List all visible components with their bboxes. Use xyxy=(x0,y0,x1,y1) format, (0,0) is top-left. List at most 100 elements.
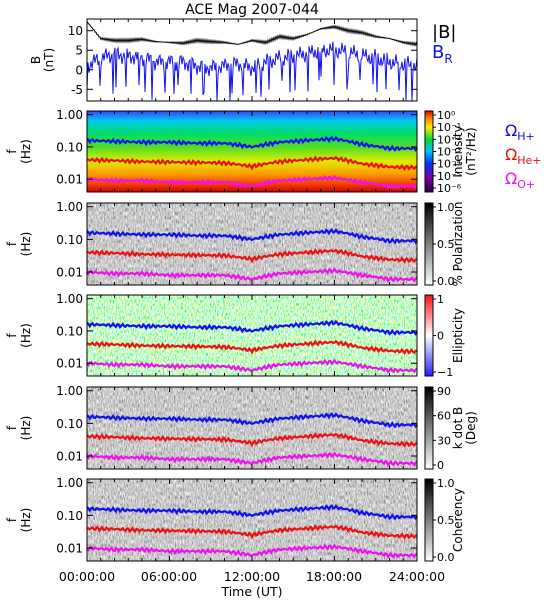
y-tick-label: 10 xyxy=(68,24,83,38)
y-tick-label: 5 xyxy=(75,44,83,58)
y-axis-label: (Hz) xyxy=(19,416,33,441)
panel-ellipticity: 1.00 0.10 0.01 f (Hz) 1 0 −1 Ellipticity xyxy=(5,292,465,379)
gyrofrequency-line-o xyxy=(86,267,418,283)
panel-intensity: 1.00 0.10 0.01 f (Hz) 10⁰10⁻¹10⁻²10⁻³10⁻⁴10⁻⁵… xyxy=(5,108,542,195)
y-tick-label: 0.01 xyxy=(56,357,83,371)
colorbar-tick-label: 10⁻⁴ xyxy=(437,158,462,171)
y-tick-label: 0.10 xyxy=(56,509,83,523)
gyrofrequency-line-he xyxy=(86,155,417,172)
gyrofrequency-line-o xyxy=(86,174,418,190)
colorbar-tick-label: 10⁻² xyxy=(437,133,461,146)
y-tick-label: -5 xyxy=(71,83,83,97)
gyrofrequency-line-he xyxy=(86,339,417,356)
colorbar-tick-label: 90 xyxy=(437,385,451,398)
colorbar-label: Coherency xyxy=(451,488,465,552)
gyrofrequency-line-o xyxy=(86,358,418,374)
legend-entry-omega-0: ΩH+ xyxy=(505,121,535,143)
panel-b-field: 10 5 0 -5 B (nT) |B|BR xyxy=(29,18,456,102)
colorbar-tick-label: 0 xyxy=(437,459,444,472)
colorbar xyxy=(424,386,434,470)
x-tick-label: 00:00:00 xyxy=(59,569,115,584)
x-axis-label: Time (UT) xyxy=(220,584,282,599)
y-axis-label: (Hz) xyxy=(19,232,33,257)
y-axis-label: (nT) xyxy=(42,48,56,72)
colorbar-label: (nT²/Hz) xyxy=(464,127,478,175)
y-axis-label: f xyxy=(5,333,19,338)
colorbar-label: Ellipticity xyxy=(451,308,465,363)
colorbar-tick-label: 1.0 xyxy=(437,201,455,214)
x-tick-label: 12:00:00 xyxy=(224,569,280,584)
gyrofrequency-line-he xyxy=(86,432,417,448)
y-tick-label: 1.00 xyxy=(56,384,83,398)
colorbar-label: (Deg) xyxy=(464,411,478,445)
gyrofrequency-line-h xyxy=(86,135,418,152)
gyrofrequency-line-he xyxy=(86,524,417,540)
y-tick-label: 0.10 xyxy=(56,417,83,431)
x-tick-label: 24:00:00 xyxy=(389,569,445,584)
legend-entry: BR xyxy=(432,42,453,66)
panel-k-dot-b: 1.00 0.10 0.01 f (Hz) 90 60 30 0 k dot B (Deg) xyxy=(5,384,478,472)
colorbar-tick-label: 1.0 xyxy=(437,477,455,490)
colorbar-tick-label: 60 xyxy=(437,410,451,423)
y-tick-label: 0.01 xyxy=(56,266,83,280)
y-axis-label: (Hz) xyxy=(19,139,33,164)
colorbar xyxy=(424,110,434,193)
colorbar-tick-label: 10⁻⁵ xyxy=(437,170,461,183)
legend-entry: |B| xyxy=(432,22,456,43)
gyrofrequency-line-o xyxy=(86,543,418,559)
x-tick-label: 18:00:00 xyxy=(306,569,362,584)
colorbar-tick-label: 1 xyxy=(437,293,444,306)
y-axis-label: f xyxy=(5,517,19,522)
series-line-b-magnitude xyxy=(86,21,418,47)
y-axis-label: f xyxy=(5,149,19,154)
colorbar-tick-label: 0.0 xyxy=(437,551,455,564)
colorbar xyxy=(424,478,434,562)
y-tick-label: 0.01 xyxy=(56,450,83,464)
gyrofrequency-line-h xyxy=(86,412,418,429)
y-tick-label: 0.10 xyxy=(56,324,83,338)
colorbar-tick-label: 10⁻⁶ xyxy=(437,182,462,195)
y-tick-label: 0.01 xyxy=(56,542,83,556)
legend-entry-omega-1: ΩHe+ xyxy=(505,145,542,167)
colorbar-tick-label: −1 xyxy=(437,366,453,379)
y-axis-label: f xyxy=(5,241,19,246)
colorbar-tick-label: 10⁻³ xyxy=(437,146,461,159)
y-axis-label: f xyxy=(5,425,19,430)
colorbar-tick-label: 0.5 xyxy=(437,238,455,251)
colorbar-label: Intensity xyxy=(451,125,465,177)
colorbar-tick-label: 10⁻¹ xyxy=(437,121,461,134)
colorbar-tick-label: 30 xyxy=(437,434,451,447)
y-tick-label: 0.10 xyxy=(56,140,83,154)
colorbar-label: k dot B xyxy=(451,407,465,449)
gyrofrequency-line-h xyxy=(86,319,418,336)
y-axis-label: (Hz) xyxy=(19,508,33,533)
y-tick-label: 1.00 xyxy=(56,108,83,122)
y-tick-label: 0 xyxy=(75,63,83,77)
y-tick-label: 1.00 xyxy=(56,200,83,214)
colorbar-tick-label: 0 xyxy=(437,330,444,343)
figure-title: ACE Mag 2007-044 xyxy=(185,2,319,18)
gyrofrequency-line-he xyxy=(86,248,417,264)
x-tick-labels: 00:00:00 06:00:00 12:00:00 18:00:00 24:0… xyxy=(59,569,445,584)
colorbar-tick-label: 10⁰ xyxy=(437,109,456,122)
x-tick-label: 06:00:00 xyxy=(141,569,197,584)
gyrofrequency-line-o xyxy=(86,451,418,467)
y-tick-label: 0.10 xyxy=(56,233,83,247)
legend-entry-omega-2: ΩO+ xyxy=(505,169,535,191)
colorbar-tick-label: 0.5 xyxy=(437,514,455,527)
colorbar-tick-label: 0.0 xyxy=(437,275,455,288)
y-tick-label: 1.00 xyxy=(56,292,83,306)
colorbar xyxy=(424,202,434,286)
series-line-b-radial xyxy=(86,41,418,102)
y-tick-label: 1.00 xyxy=(56,476,83,490)
panel--polarization: 1.00 0.10 0.01 f (Hz) 1.0 0.5 0.0% Polarization xyxy=(5,200,465,288)
colorbar xyxy=(424,294,434,377)
y-axis-label: (Hz) xyxy=(19,323,33,348)
y-tick-label: 0.01 xyxy=(56,173,83,187)
colorbar-label: % Polarization xyxy=(451,202,465,287)
gyrofrequency-line-h xyxy=(86,504,418,521)
gyrofrequency-line-h xyxy=(86,228,418,245)
y-axis-label: B xyxy=(29,56,43,64)
